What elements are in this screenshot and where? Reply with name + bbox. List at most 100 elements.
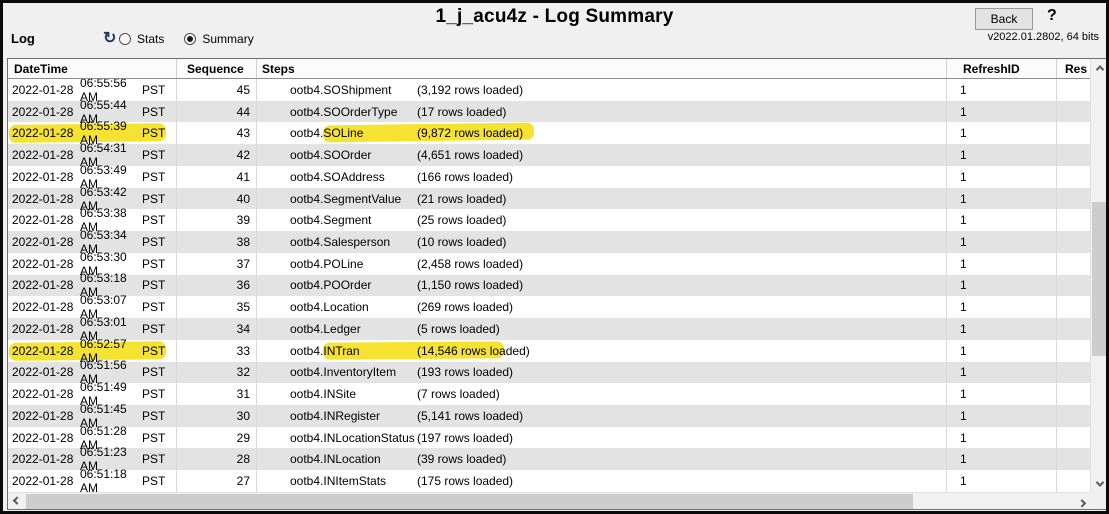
datetime-date: 2022-01-28 <box>12 343 74 358</box>
horizontal-scrollbar-thumb[interactable] <box>26 494 913 509</box>
table-row[interactable]: 2022-01-28 06:51:49 AM PST 31 ootb4.INSite (7… <box>8 380 1090 409</box>
table-row[interactable]: 2022-01-28 06:51:23 AM PST 28 ootb4.INLocati… <box>8 445 1090 474</box>
datetime-date: 2022-01-28 <box>12 387 74 402</box>
summary-radio-label[interactable]: Summary <box>202 32 254 46</box>
step-name: ootb4.SOLine <box>290 126 364 141</box>
datetime-time: 06:53:30 AM <box>80 249 127 278</box>
steps-cell: ootb4.SOOrderType (17 rows loaded) <box>257 100 947 123</box>
res-cell <box>1057 253 1090 275</box>
rows-loaded-count: (2,458 rows loaded) <box>417 256 524 271</box>
datetime-time: 06:53:42 AM <box>80 184 127 213</box>
table-row[interactable]: 2022-01-28 06:53:42 AM PST 40 ootb4.SegmentV… <box>8 184 1090 213</box>
table-row[interactable]: 2022-01-28 06:54:31 AM PST 42 ootb4.SOOrder (… <box>8 141 1090 169</box>
column-header-datetime[interactable]: DateTime <box>8 59 177 78</box>
vertical-scrollbar-thumb[interactable] <box>1092 202 1106 356</box>
refreshid-cell: 1 <box>947 79 1057 101</box>
refresh-icon[interactable]: ↻ <box>103 30 117 47</box>
datetime-timezone: PST <box>142 82 166 97</box>
table-row[interactable]: 2022-01-28 06:53:38 AM PST 39 ootb4.Segment (… <box>8 206 1090 235</box>
step-name: ootb4.INTran <box>290 343 360 358</box>
step-name: ootb4.INRegister <box>290 408 381 423</box>
sequence-cell: 36 <box>177 274 257 297</box>
datetime-timezone: PST <box>142 213 166 228</box>
steps-cell: ootb4.InventoryItem (193 rows loaded) <box>257 361 947 384</box>
table-row[interactable]: 2022-01-28 06:51:28 AM PST 29 ootb4.INLocati… <box>8 424 1090 452</box>
datetime-timezone: PST <box>142 126 166 141</box>
table-row[interactable]: 2022-01-28 06:51:45 AM PST 30 ootb4.INRegist… <box>8 402 1090 430</box>
back-button[interactable]: Back <box>975 8 1033 30</box>
table-row[interactable]: 2022-01-28 06:55:56 AM PST 45 ootb4.SOShipme… <box>8 79 1090 104</box>
steps-cell: ootb4.INLocation (39 rows loaded) <box>257 448 947 471</box>
res-cell <box>1057 296 1090 318</box>
table-row[interactable]: 2022-01-28 06:51:18 AM PST 27 ootb4.INItemSt… <box>8 467 1090 492</box>
datetime-time: 06:53:38 AM <box>80 206 127 235</box>
steps-cell: ootb4.Salesperson (10 rows loaded) <box>257 231 947 253</box>
datetime-date: 2022-01-28 <box>12 104 74 119</box>
datetime-time: 06:53:01 AM <box>80 314 127 343</box>
sequence-cell: 45 <box>177 79 257 101</box>
datetime-timezone: PST <box>142 452 166 467</box>
scroll-right-icon[interactable] <box>1073 493 1090 510</box>
res-cell <box>1057 362 1090 384</box>
table-row[interactable]: 2022-01-28 06:53:18 AM PST 36 ootb4.POOrder (… <box>8 271 1090 299</box>
refreshid-cell: 1 <box>947 361 1057 384</box>
scroll-down-icon[interactable] <box>1091 475 1106 492</box>
rows-loaded-count: (10 rows loaded) <box>417 235 507 249</box>
datetime-timezone: PST <box>142 148 166 163</box>
help-icon[interactable]: ? <box>1047 7 1057 24</box>
refreshid-cell: 1 <box>947 383 1057 406</box>
datetime-time: 06:52:57 AM <box>80 336 127 365</box>
column-header-refreshid[interactable]: RefreshID <box>947 59 1057 78</box>
table-row[interactable]: 2022-01-28 06:52:57 AM PST 33 ootb4.INTran (1… <box>8 336 1090 365</box>
datetime-date: 2022-01-28 <box>12 452 74 467</box>
refreshid-cell: 1 <box>947 165 1057 188</box>
refreshid-cell: 1 <box>947 100 1057 123</box>
step-name: ootb4.SOOrder <box>290 148 372 163</box>
grid-header-row: DateTime Sequence Steps RefreshID Res <box>8 59 1090 79</box>
table-row[interactable]: 2022-01-28 06:53:34 AM PST 38 ootb4.Salesper… <box>8 228 1090 256</box>
summary-radio[interactable] <box>184 33 197 45</box>
datetime-timezone: PST <box>142 365 166 380</box>
column-header-res[interactable]: Res <box>1065 61 1088 76</box>
sequence-cell: 38 <box>177 231 257 253</box>
datetime-time: 06:55:56 AM <box>80 79 127 104</box>
datetime-cell: 2022-01-28 06:53:07 AM PST <box>8 293 177 321</box>
refreshid-cell: 1 <box>947 252 1057 275</box>
table-row[interactable]: 2022-01-28 06:53:01 AM PST 34 ootb4.Ledger (5… <box>8 314 1090 343</box>
datetime-cell: 2022-01-28 06:51:23 AM PST <box>8 445 177 474</box>
table-row[interactable]: 2022-01-28 06:55:44 AM PST 44 ootb4.SOOrderT… <box>8 98 1090 126</box>
rows-loaded-count: (4,651 rows loaded) <box>417 148 524 163</box>
table-row[interactable]: 2022-01-28 06:51:56 AM PST 32 ootb4.Inventor… <box>8 358 1090 386</box>
table-row[interactable]: 2022-01-28 06:53:49 AM PST 41 ootb4.SOAddres… <box>8 162 1090 191</box>
steps-cell: ootb4.SOOrder (4,651 rows loaded) <box>257 144 947 166</box>
scroll-left-icon[interactable] <box>8 493 25 510</box>
rows-loaded-count: (193 rows loaded) <box>417 365 514 380</box>
column-header-sequence[interactable]: Sequence <box>177 59 257 78</box>
stats-radio[interactable] <box>119 33 131 45</box>
datetime-date: 2022-01-28 <box>12 300 74 315</box>
scroll-up-icon[interactable] <box>1091 59 1106 76</box>
steps-cell: ootb4.SOShipment (3,192 rows loaded) <box>257 79 947 101</box>
datetime-time: 06:51:56 AM <box>80 358 127 387</box>
column-header-steps[interactable]: Steps <box>257 59 947 78</box>
datetime-timezone: PST <box>142 474 166 489</box>
table-row[interactable]: 2022-01-28 06:55:39 AM PST 43 ootb4.SOLine (9… <box>8 119 1090 147</box>
table-row[interactable]: 2022-01-28 06:53:07 AM PST 35 ootb4.Location… <box>8 293 1090 321</box>
sequence-cell: 37 <box>177 252 257 275</box>
rows-loaded-count: (9,872 rows loaded) <box>417 126 524 141</box>
datetime-time: 06:51:49 AM <box>80 380 127 409</box>
res-cell <box>1057 318 1090 340</box>
horizontal-scrollbar[interactable] <box>8 492 1090 509</box>
vertical-scrollbar[interactable] <box>1090 59 1106 492</box>
datetime-time: 06:53:49 AM <box>80 162 127 191</box>
table-row[interactable]: 2022-01-28 06:53:30 AM PST 37 ootb4.POLine (2… <box>8 249 1090 278</box>
datetime-timezone: PST <box>142 408 166 423</box>
rows-loaded-count: (5 rows loaded) <box>417 321 500 336</box>
datetime-cell: 2022-01-28 06:55:56 AM PST <box>8 79 177 104</box>
sequence-cell: 30 <box>177 405 257 427</box>
stats-radio-label[interactable]: Stats <box>137 32 165 46</box>
datetime-time: 06:51:23 AM <box>80 445 127 474</box>
datetime-cell: 2022-01-28 06:55:44 AM PST <box>8 98 177 126</box>
res-cell <box>1057 209 1090 231</box>
res-cell <box>1057 144 1090 166</box>
